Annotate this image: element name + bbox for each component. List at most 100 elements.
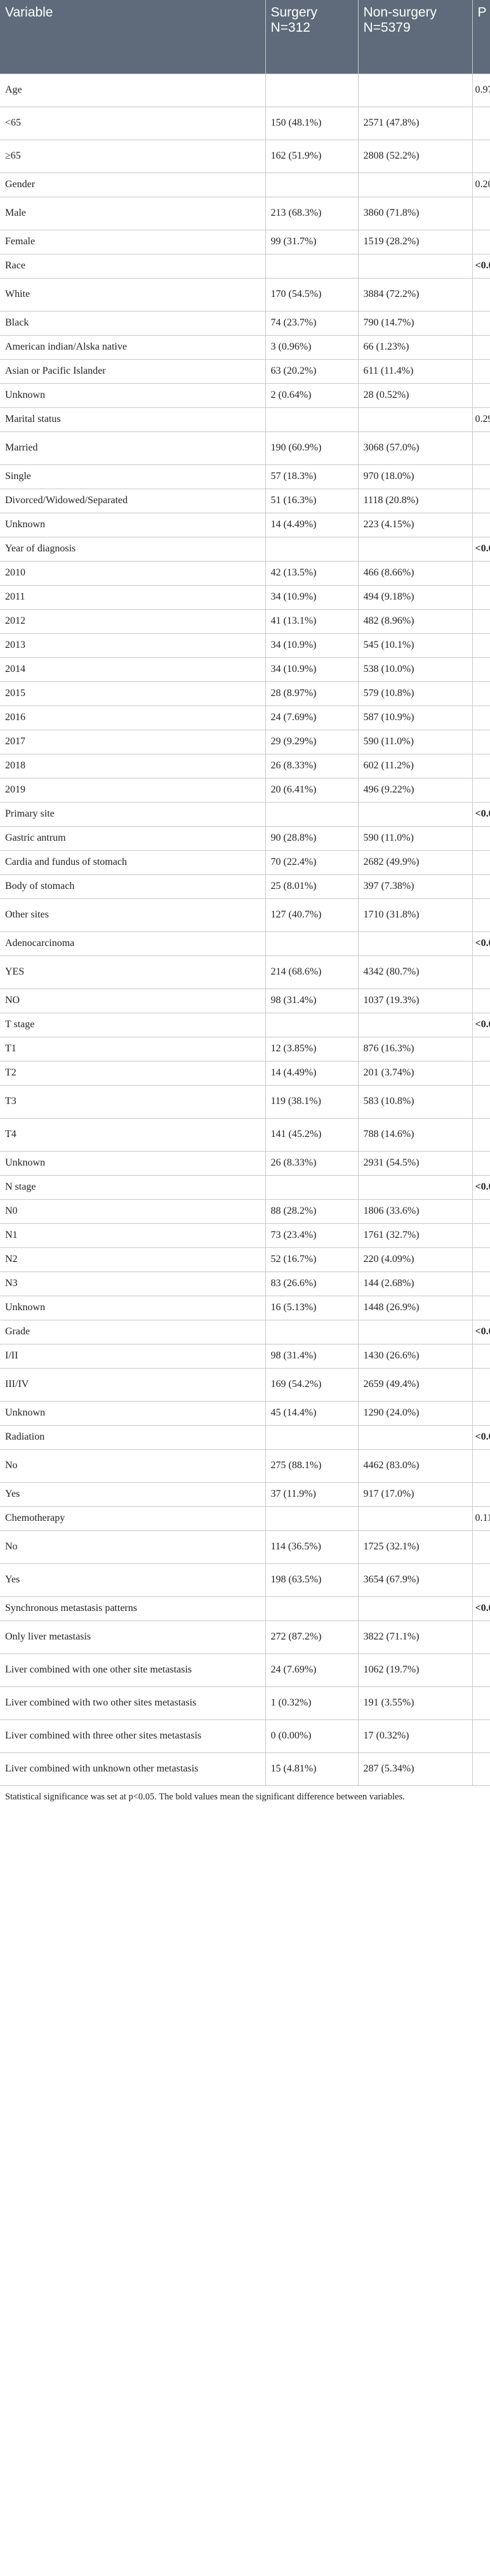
row-label: I/II — [0, 1343, 266, 1369]
table-row: NO 98 (31.4%) 1037 (19.3%) — [0, 988, 490, 1013]
p-value: <0.01 — [472, 536, 490, 562]
surgery-value: 25 (8.01%) — [265, 874, 359, 899]
nonsurgery-value: 1448 (26.9%) — [357, 1295, 473, 1320]
table-group-row: Primary site <0.001 — [0, 801, 490, 827]
surgery-value: 28 (8.97%) — [265, 681, 359, 706]
table-row: Unknown 14 (4.49%) 223 (4.15%) — [0, 512, 490, 537]
nonsurgery-value: 611 (11.4%) — [357, 358, 473, 384]
nonsurgery-value: 579 (10.8%) — [357, 681, 473, 706]
row-label: Unknown — [0, 512, 266, 537]
p-value: <0.001 — [472, 931, 490, 956]
row-label: Unknown — [0, 383, 266, 408]
surgery-value — [265, 73, 359, 107]
p-value: <0.05 — [472, 1424, 490, 1450]
surgery-value: 150 (48.1%) — [265, 106, 359, 140]
p-value — [472, 898, 490, 932]
row-label: Liver combined with unknown other metast… — [0, 1752, 266, 1786]
p-value — [472, 1449, 490, 1483]
nonsurgery-value: 4342 (80.7%) — [357, 955, 473, 989]
row-label: T1 — [0, 1036, 266, 1061]
header-variable: Variable — [0, 0, 266, 74]
table-group-row: Grade <0.001 — [0, 1319, 490, 1344]
surgery-value: 1 (0.32%) — [265, 1686, 359, 1720]
surgery-value — [265, 1174, 359, 1200]
table-row: Yes 198 (63.5%) 3654 (67.9%) — [0, 1563, 490, 1597]
nonsurgery-value: 1725 (32.1%) — [357, 1530, 473, 1564]
nonsurgery-value — [357, 1424, 473, 1450]
p-value — [472, 777, 490, 803]
p-value — [472, 1620, 490, 1654]
surgery-value: 98 (31.4%) — [265, 988, 359, 1013]
nonsurgery-value: 3884 (72.2%) — [357, 277, 473, 312]
table-row: III/IV 169 (54.2%) 2659 (49.4%) — [0, 1367, 490, 1402]
p-value — [472, 1084, 490, 1119]
table-row: Cardia and fundus of stomach 70 (22.4%) 26… — [0, 850, 490, 875]
row-label: Age — [0, 73, 266, 107]
surgery-value — [265, 1319, 359, 1344]
surgery-value: 214 (68.6%) — [265, 955, 359, 989]
surgery-value — [265, 931, 359, 956]
surgery-value: 98 (31.4%) — [265, 1343, 359, 1369]
table-row: Liver combined with unknown other metast… — [0, 1752, 490, 1786]
p-value — [472, 196, 490, 230]
table-row: Male 213 (68.3%) 3860 (71.8%) — [0, 196, 490, 230]
table-row: N0 88 (28.2%) 1806 (33.6%) — [0, 1199, 490, 1224]
nonsurgery-value: 3822 (71.1%) — [357, 1620, 473, 1654]
nonsurgery-value: 2808 (52.2%) — [357, 139, 473, 173]
surgery-value — [265, 536, 359, 562]
row-label: Adenocarcinoma — [0, 931, 266, 956]
nonsurgery-value — [357, 73, 473, 107]
row-label: Grade — [0, 1319, 266, 1344]
row-label: 2010 — [0, 560, 266, 586]
header-p: P — [472, 0, 490, 74]
nonsurgery-value — [357, 1596, 473, 1621]
table-row: Yes 37 (11.9%) 917 (17.0%) — [0, 1482, 490, 1507]
p-value: <0.001 — [472, 1174, 490, 1200]
surgery-value: 99 (31.7%) — [265, 229, 359, 254]
p-value — [472, 106, 490, 140]
nonsurgery-value: 1037 (19.3%) — [357, 988, 473, 1013]
nonsurgery-value: 494 (9.18%) — [357, 584, 473, 610]
p-value — [472, 1150, 490, 1176]
nonsurgery-value: 1290 (24.0%) — [357, 1400, 473, 1426]
table-row: Body of stomach 25 (8.01%) 397 (7.38%) — [0, 874, 490, 899]
row-label: Chemotherapy — [0, 1506, 266, 1531]
nonsurgery-value: 790 (14.7%) — [357, 310, 473, 336]
nonsurgery-value: 3068 (57.0%) — [357, 431, 473, 465]
nonsurgery-value: 2682 (49.9%) — [357, 850, 473, 875]
surgery-value: 57 (18.3%) — [265, 464, 359, 489]
row-label: Liver combined with three other sites me… — [0, 1719, 266, 1753]
row-label: 2015 — [0, 681, 266, 706]
p-value — [472, 139, 490, 173]
p-value — [472, 608, 490, 634]
surgery-value: 37 (11.9%) — [265, 1482, 359, 1507]
table-group-row: Adenocarcinoma <0.001 — [0, 931, 490, 956]
nonsurgery-value: 17 (0.32%) — [357, 1719, 473, 1753]
nonsurgery-value — [357, 931, 473, 956]
row-label: 2018 — [0, 753, 266, 779]
surgery-value: 169 (54.2%) — [265, 1367, 359, 1402]
row-label: Married — [0, 431, 266, 465]
p-value — [472, 431, 490, 465]
p-value — [472, 1343, 490, 1369]
p-value — [472, 1653, 490, 1687]
table-row: 2010 42 (13.5%) 466 (8.66%) — [0, 560, 490, 586]
table-group-row: Year of diagnosis <0.01 — [0, 536, 490, 562]
row-label: N3 — [0, 1271, 266, 1296]
table-row: <65 150 (48.1%) 2571 (47.8%) — [0, 106, 490, 140]
surgery-value: 34 (10.9%) — [265, 657, 359, 682]
table-group-row: Race <0.001 — [0, 253, 490, 279]
row-label: 2019 — [0, 777, 266, 803]
surgery-value: 198 (63.5%) — [265, 1563, 359, 1597]
nonsurgery-value: 1062 (19.7%) — [357, 1653, 473, 1687]
p-value — [472, 229, 490, 254]
table-row: Liver combined with two other sites meta… — [0, 1686, 490, 1720]
surgery-value: 63 (20.2%) — [265, 358, 359, 384]
p-value — [472, 850, 490, 875]
nonsurgery-value — [357, 407, 473, 432]
nonsurgery-value: 287 (5.34%) — [357, 1752, 473, 1786]
nonsurgery-value: 1519 (28.2%) — [357, 229, 473, 254]
row-label: Divorced/Widowed/Separated — [0, 488, 266, 513]
p-value — [472, 1060, 490, 1086]
p-value: <0.001 — [472, 801, 490, 827]
